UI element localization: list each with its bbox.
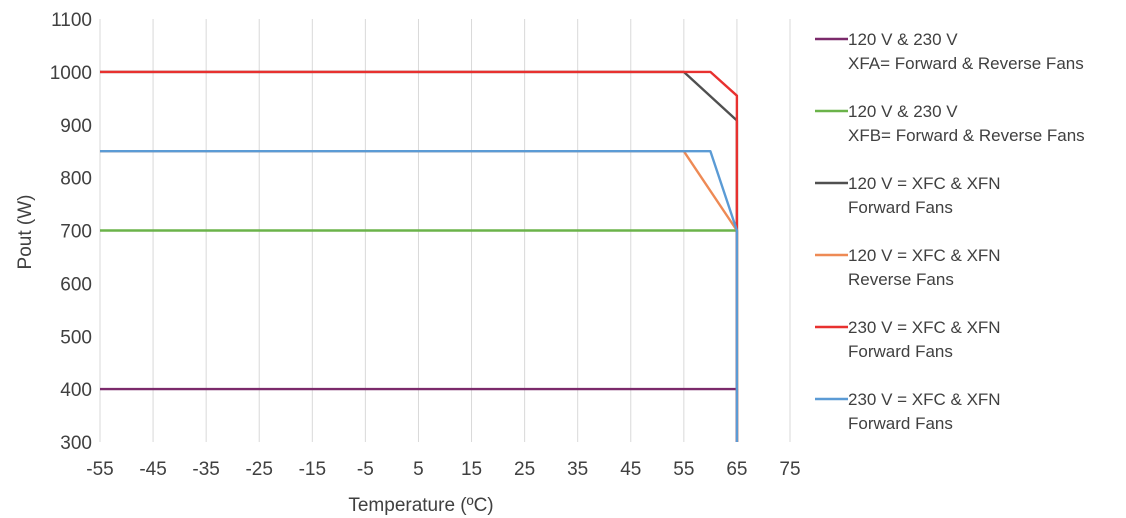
y-tick-label: 600: [60, 274, 92, 295]
legend-label: 230 V = XFC & XFN: [848, 390, 1001, 409]
x-tick-label: 65: [726, 459, 747, 480]
x-tick-label: 25: [514, 459, 535, 480]
y-tick-label: 500: [60, 327, 92, 348]
series-line-6: [100, 149, 739, 442]
legend-item-2: 120 V & 230 V XFB= Forward & Reverse Fans: [815, 102, 1085, 145]
legend: 120 V & 230 V XFA= Forward & Reverse Fans…: [815, 30, 1085, 433]
series-lines: [100, 70, 739, 442]
y-tick-label: 800: [60, 169, 92, 190]
x-axis-tick-labels: -55 -45 -35 -25 -15 -5 5 15 25 35 45 55 65 75: [86, 459, 800, 480]
legend-label: Forward Fans: [848, 342, 953, 361]
x-tick-label: 5: [413, 459, 424, 480]
legend-label: 120 V = XFC & XFN: [848, 246, 1001, 265]
legend-label: XFB= Forward & Reverse Fans: [848, 126, 1085, 145]
legend-item-5: 230 V = XFC & XFN Forward Fans: [815, 318, 1001, 361]
x-tick-label: -55: [86, 459, 113, 480]
y-axis-tick-labels: 300 400 500 600 700 800 900 1000 1100: [50, 10, 92, 454]
y-tick-label: 1000: [50, 63, 92, 84]
y-axis-title: Pout (W): [15, 195, 36, 270]
y-tick-label: 1100: [51, 10, 92, 31]
x-tick-label: -45: [139, 459, 166, 480]
x-tick-label: 55: [673, 459, 694, 480]
legend-item-3: 120 V = XFC & XFN Forward Fans: [815, 174, 1001, 217]
legend-label: 120 V & 230 V: [848, 102, 958, 121]
x-tick-label: -5: [357, 459, 374, 480]
legend-label: 120 V & 230 V: [848, 30, 958, 49]
x-tick-label: -35: [192, 459, 219, 480]
legend-label: 230 V = XFC & XFN: [848, 318, 1001, 337]
y-tick-label: 400: [60, 380, 92, 401]
x-tick-label: -25: [245, 459, 272, 480]
legend-label: Reverse Fans: [848, 270, 954, 289]
x-tick-label: 15: [461, 459, 482, 480]
legend-label: Forward Fans: [848, 198, 953, 217]
y-tick-label: 700: [60, 222, 92, 243]
legend-item-6: 230 V = XFC & XFN Forward Fans: [815, 390, 1001, 433]
x-tick-label: 75: [779, 459, 800, 480]
legend-label: 120 V = XFC & XFN: [848, 174, 1001, 193]
x-tick-label: -15: [299, 459, 326, 480]
y-tick-label: 300: [60, 433, 92, 454]
x-axis-title: Temperature (ºC): [348, 495, 493, 516]
legend-label: Forward Fans: [848, 414, 953, 433]
legend-label: XFA= Forward & Reverse Fans: [848, 54, 1084, 73]
x-tick-label: 35: [567, 459, 588, 480]
y-tick-label: 900: [60, 116, 92, 137]
legend-item-4: 120 V = XFC & XFN Reverse Fans: [815, 246, 1001, 289]
legend-item-1: 120 V & 230 V XFA= Forward & Reverse Fans: [815, 30, 1084, 73]
x-tick-label: 45: [620, 459, 641, 480]
